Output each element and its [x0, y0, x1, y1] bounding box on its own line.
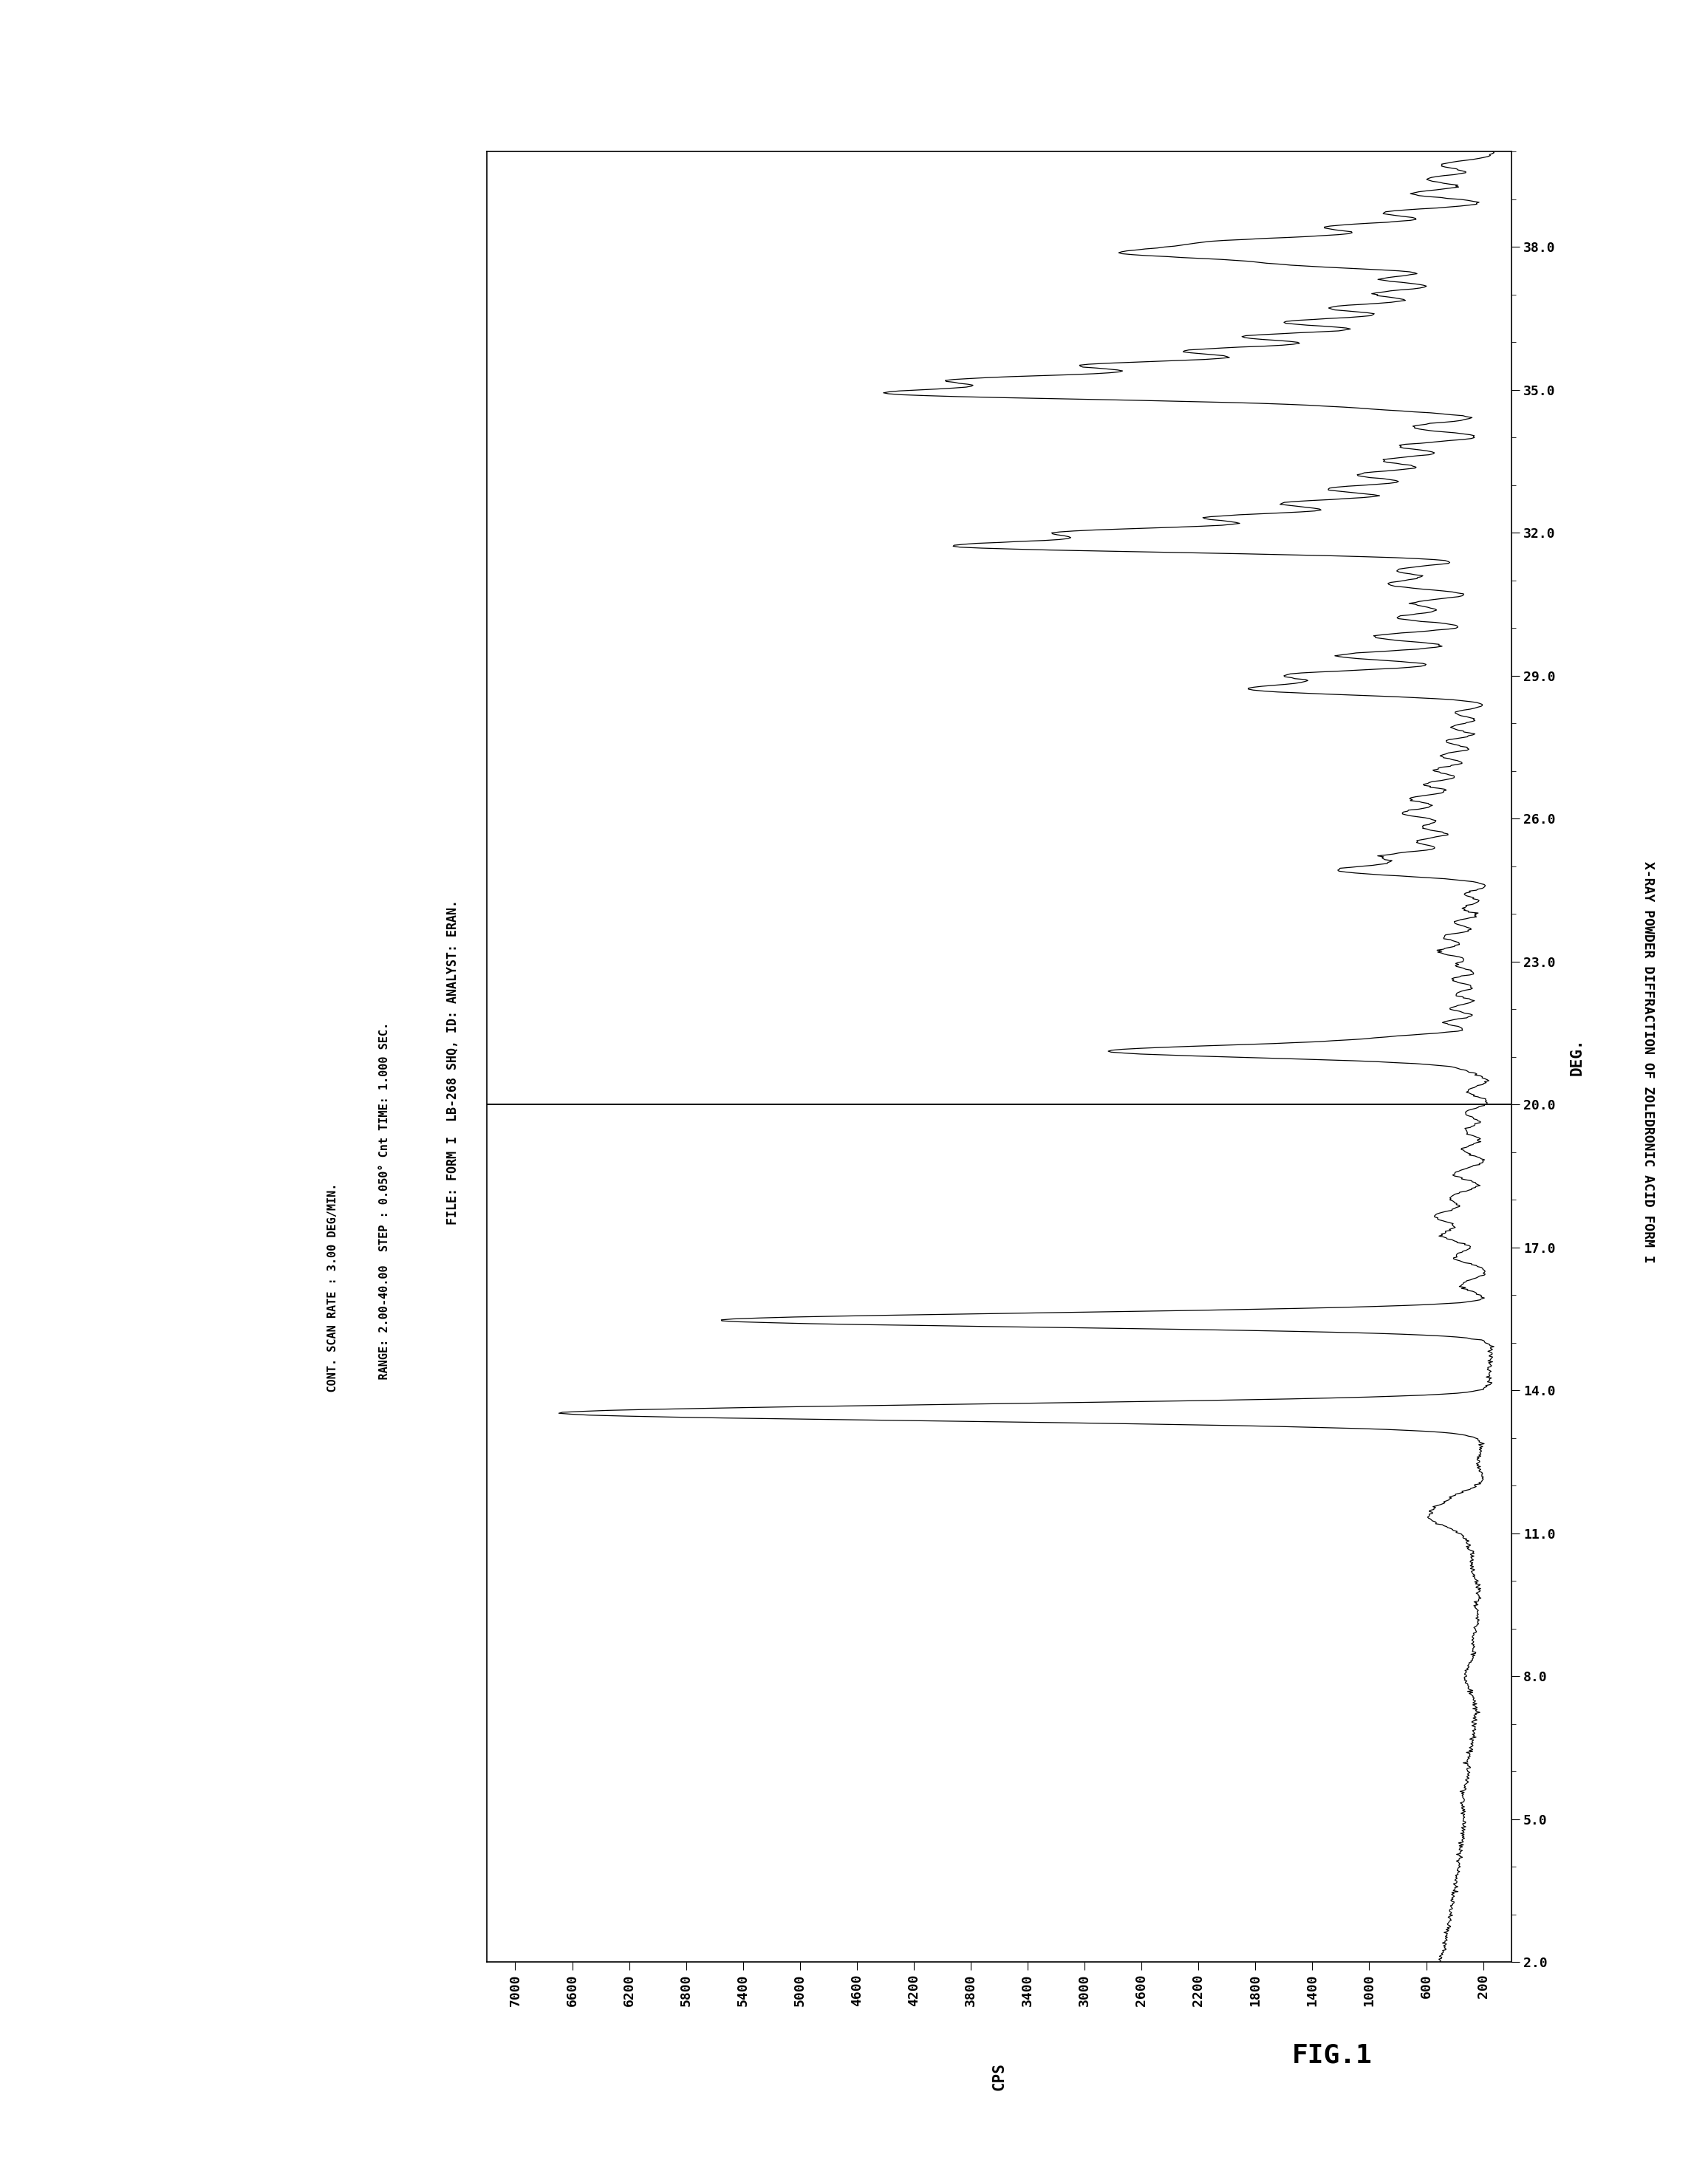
Text: FIG.1: FIG.1 — [1291, 2042, 1373, 2068]
Y-axis label: DEG.: DEG. — [1570, 1038, 1585, 1075]
X-axis label: CPS: CPS — [992, 2062, 1006, 2090]
Text: FILE: FORM I  LB-268 SHQ, ID: ANALYST: ERAN.: FILE: FORM I LB-268 SHQ, ID: ANALYST: ER… — [446, 900, 459, 1225]
Text: CONT. SCAN RATE : 3.00 DEG/MIN.: CONT. SCAN RATE : 3.00 DEG/MIN. — [328, 1184, 338, 1418]
Text: RANGE: 2.00-40.00  STEP : 0.050° Cnt TIME: 1.000 SEC.: RANGE: 2.00-40.00 STEP : 0.050° Cnt TIME… — [379, 1021, 389, 1407]
Text: X-RAY POWDER DIFFRACTION OF ZOLEDRONIC ACID FORM I: X-RAY POWDER DIFFRACTION OF ZOLEDRONIC A… — [1641, 861, 1655, 1264]
